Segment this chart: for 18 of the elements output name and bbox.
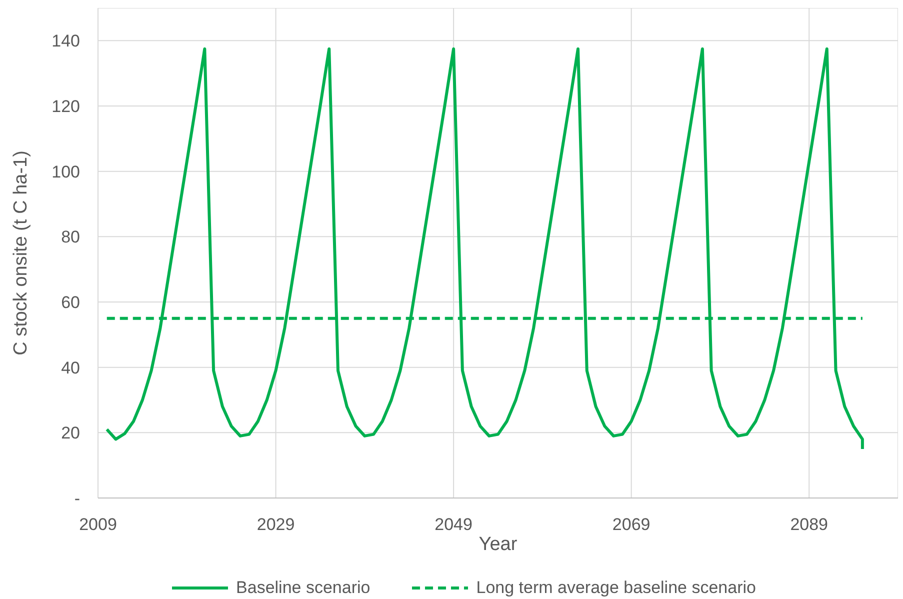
y-tick-label: 120 (52, 97, 80, 116)
x-tick-label: 2069 (612, 515, 650, 534)
y-tick-label: - (74, 489, 80, 508)
y-axis-title: C stock onsite (t C ha-1) (10, 150, 32, 356)
y-tick-label: 40 (61, 358, 80, 378)
x-tick-label: 2009 (79, 515, 117, 534)
y-tick-label: 100 (52, 162, 80, 182)
y-tick-label: 60 (61, 293, 80, 312)
y-tick-label: 140 (52, 32, 80, 51)
legend-label: Long term average baseline scenario (476, 578, 756, 598)
x-axis-title: Year (478, 534, 518, 555)
x-tick-label: 2029 (256, 515, 295, 534)
y-tick-label: 80 (61, 228, 80, 247)
y-tick-label: 20 (61, 424, 80, 443)
legend-label: Baseline scenario (236, 578, 370, 598)
x-tick-label: 2049 (434, 515, 472, 534)
line-series (105, 47, 864, 450)
x-tick-label: 2089 (790, 515, 828, 534)
